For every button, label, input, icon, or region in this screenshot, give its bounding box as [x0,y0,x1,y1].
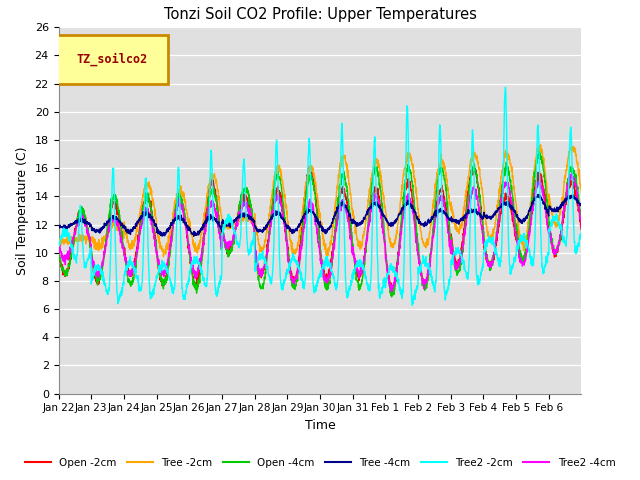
Y-axis label: Soil Temperature (C): Soil Temperature (C) [16,146,29,275]
Title: Tonzi Soil CO2 Profile: Upper Temperatures: Tonzi Soil CO2 Profile: Upper Temperatur… [164,7,476,22]
FancyBboxPatch shape [56,35,168,84]
X-axis label: Time: Time [305,419,335,432]
Legend: Open -2cm, Tree -2cm, Open -4cm, Tree -4cm, Tree2 -2cm, Tree2 -4cm: Open -2cm, Tree -2cm, Open -4cm, Tree -4… [20,454,620,472]
Text: TZ_soilco2: TZ_soilco2 [77,52,148,66]
